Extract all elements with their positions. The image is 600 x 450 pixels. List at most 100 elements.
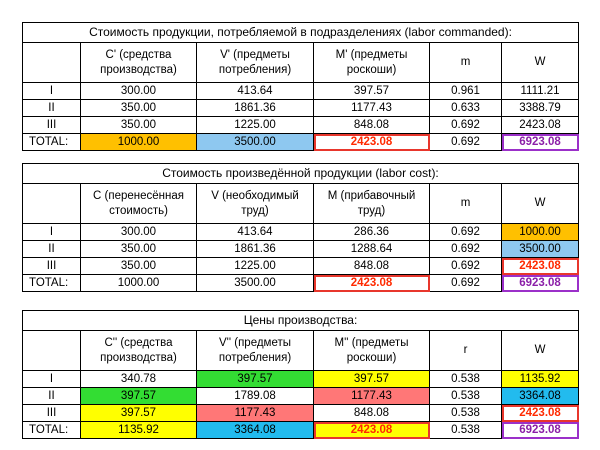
table-title: Цены производства: (21, 310, 580, 331)
table-cell: 0.692 (429, 240, 502, 258)
header-cell: W (500, 330, 580, 371)
table-cell: 397.57 (313, 370, 430, 388)
header-cell: r (429, 330, 502, 371)
table-cell: 1135.92 (80, 421, 197, 439)
table-cell: 0.538 (429, 404, 502, 422)
table-cell: 848.08 (313, 404, 430, 422)
row-label: II (22, 387, 81, 405)
header-cell (22, 330, 81, 371)
table-cell: 1135.92 (500, 370, 580, 388)
table-cell: 413.64 (196, 82, 314, 100)
labor-commanded-table: Стоимость продукции, потребляемой в подр… (21, 22, 580, 151)
header-cell: V' (предметы потребления) (196, 42, 314, 83)
table-cell: 848.08 (313, 257, 430, 275)
table-cell: 3500.00 (196, 274, 314, 292)
table-title: Стоимость продукции, потребляемой в подр… (21, 22, 580, 43)
header-cell: C' (средства производства) (80, 42, 197, 83)
header-cell: V (необходимый труд) (196, 183, 314, 224)
table-cell: 0.961 (429, 82, 502, 100)
table-cell: 1861.36 (196, 240, 314, 258)
table-cell: 300.00 (80, 82, 197, 100)
table-cell: 397.57 (196, 370, 314, 388)
table-cell: 0.692 (429, 116, 502, 134)
header-cell (22, 183, 81, 224)
header-cell: M' (предметы роскоши) (313, 42, 430, 83)
table-cell: 1000.00 (501, 223, 579, 241)
table-cell: 413.64 (196, 223, 314, 241)
total-row: TOTAL: 1000.00 3500.00 2423.08 0.692 692… (22, 133, 580, 151)
table-cell: 2423.08 (500, 116, 580, 134)
table-cell: 340.78 (80, 370, 197, 388)
table-row: I 300.00 413.64 286.36 0.692 1000.00 (22, 223, 579, 241)
row-label: TOTAL: (22, 421, 81, 439)
total-row: TOTAL: 1135.92 3364.08 2423.08 0.538 692… (22, 421, 580, 439)
table-cell: 350.00 (80, 240, 197, 258)
row-label: III (22, 116, 81, 134)
table-cell: 1225.00 (196, 257, 314, 275)
table-cell: 2423.08 (501, 257, 579, 275)
header-cell: W (500, 42, 580, 83)
row-label: III (22, 404, 81, 422)
labor-cost-table: Стоимость произведённой продукции (labor… (22, 163, 579, 292)
table-cell: 1789.08 (196, 387, 314, 405)
table-row: I 300.00 413.64 397.57 0.961 1111.21 (22, 82, 580, 100)
header-cell: V'' (предметы потребления) (196, 330, 314, 371)
table-cell: 3500.00 (196, 133, 314, 151)
table-cell: 2423.08 (313, 274, 430, 292)
table-cell: 0.692 (429, 257, 502, 275)
table-cell: 1288.64 (313, 240, 430, 258)
row-label: III (22, 257, 81, 275)
table-cell: 1000.00 (80, 133, 197, 151)
header-cell: C'' (средства производства) (80, 330, 197, 371)
row-label: I (22, 370, 81, 388)
row-label: TOTAL: (22, 274, 81, 292)
table-cell: 286.36 (313, 223, 430, 241)
header-cell: С (перенесённая стоимость) (80, 183, 197, 224)
header-cell: M'' (предметы роскоши) (313, 330, 430, 371)
table-cell: 3364.08 (196, 421, 314, 439)
table-cell: 1177.43 (196, 404, 314, 422)
table-row: I 340.78 397.57 397.57 0.538 1135.92 (22, 370, 580, 388)
table-cell: 3388.79 (500, 99, 580, 117)
table-row: III 350.00 1225.00 848.08 0.692 2423.08 (22, 257, 579, 275)
table-row: III 397.57 1177.43 848.08 0.538 2423.08 (22, 404, 580, 422)
table-row: II 350.00 1861.36 1177.43 0.633 3388.79 (22, 99, 580, 117)
table-cell: 2423.08 (313, 133, 430, 151)
table-cell: 1000.00 (80, 274, 197, 292)
header-cell: m (429, 42, 502, 83)
production-prices-table: Цены производства: C'' (средства произво… (21, 310, 580, 439)
table-row: II 397.57 1789.08 1177.43 0.538 3364.08 (22, 387, 580, 405)
table-cell: 1177.43 (313, 99, 430, 117)
table-cell: 0.692 (429, 223, 502, 241)
table-cell: 1861.36 (196, 99, 314, 117)
table-cell: 1225.00 (196, 116, 314, 134)
table-cell: 1111.21 (500, 82, 580, 100)
row-label: TOTAL: (22, 133, 81, 151)
header-cell: M (прибавочный труд) (313, 183, 430, 224)
table-cell: 1177.43 (313, 387, 430, 405)
header-cell (22, 42, 81, 83)
table-cell: 6923.08 (500, 421, 580, 439)
table-cell: 300.00 (80, 223, 197, 241)
total-row: TOTAL: 1000.00 3500.00 2423.08 0.692 692… (22, 274, 579, 292)
table-cell: 350.00 (80, 257, 197, 275)
table-cell: 0.538 (429, 370, 502, 388)
table-row: III 350.00 1225.00 848.08 0.692 2423.08 (22, 116, 580, 134)
table-cell: 2423.08 (500, 404, 580, 422)
table-cell: 397.57 (80, 404, 197, 422)
table-cell: 397.57 (80, 387, 197, 405)
row-label: II (22, 99, 81, 117)
header-cell: m (429, 183, 502, 224)
table-cell: 0.692 (429, 133, 502, 151)
table-cell: 0.692 (429, 274, 502, 292)
table-cell: 0.538 (429, 387, 502, 405)
table-cell: 3364.08 (500, 387, 580, 405)
table-cell: 0.538 (429, 421, 502, 439)
table-cell: 0.633 (429, 99, 502, 117)
row-label: I (22, 82, 81, 100)
table-cell: 848.08 (313, 116, 430, 134)
table-cell: 350.00 (80, 99, 197, 117)
row-label: I (22, 223, 81, 241)
table-cell: 3500.00 (501, 240, 579, 258)
table-cell: 2423.08 (313, 421, 430, 439)
